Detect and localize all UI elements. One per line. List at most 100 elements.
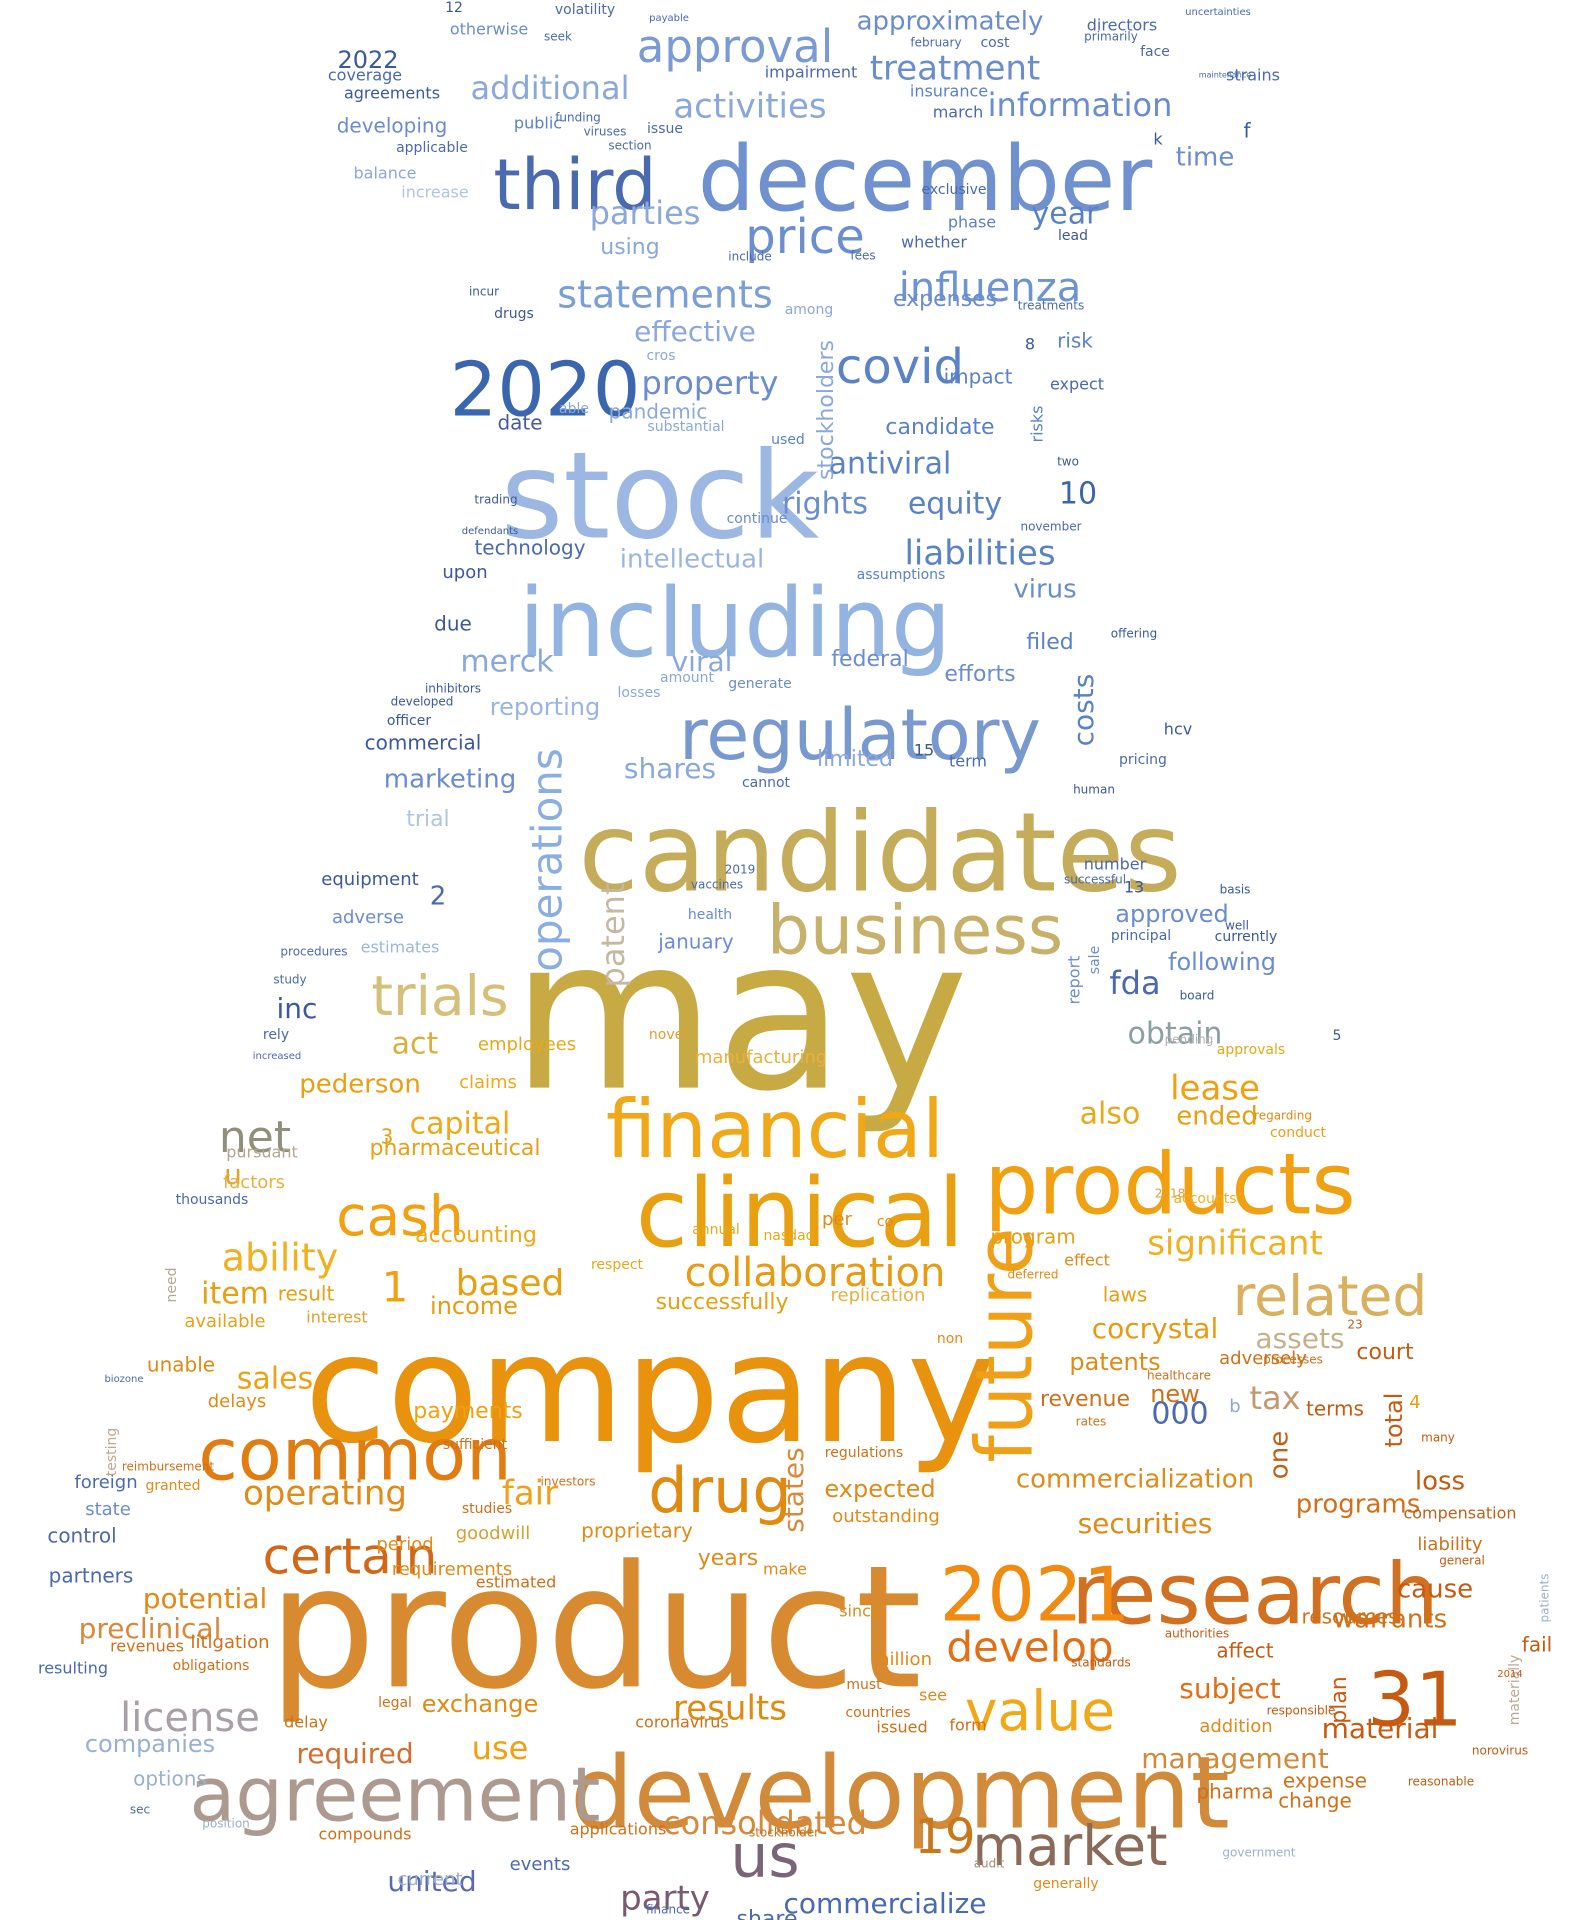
word-expenses: expenses <box>893 287 997 312</box>
word-additional: additional <box>471 69 630 107</box>
word-party: party <box>620 1879 710 1919</box>
word-responsible: responsible <box>1267 1704 1336 1718</box>
word-assets: assets <box>1255 1322 1344 1355</box>
word-net: net <box>219 1112 291 1163</box>
word-applicable: applicable <box>396 140 468 156</box>
word-2021: 2021 <box>940 1551 1131 1639</box>
word-offering: offering <box>1111 627 1157 641</box>
word-accounting: accounting <box>415 1223 537 1248</box>
word-granted: granted <box>145 1478 200 1494</box>
word-used: used <box>771 432 805 448</box>
word-share: share <box>737 1907 798 1920</box>
word-financial: financial <box>606 1083 944 1176</box>
word-stockholders: stockholders <box>814 340 839 480</box>
word-approved: approved <box>1115 900 1228 928</box>
word-one: one <box>1265 1431 1295 1479</box>
word-january: january <box>657 930 734 954</box>
word-study: study <box>273 973 306 987</box>
word-processes: processes <box>1263 1353 1323 1367</box>
word-audit: audit <box>974 1857 1005 1871</box>
word-unable: unable <box>147 1353 215 1377</box>
word-must: must <box>846 1677 882 1693</box>
word-board: board <box>1180 989 1215 1003</box>
word-federal: federal <box>831 647 908 672</box>
word-pederson: pederson <box>299 1070 421 1100</box>
word-10: 10 <box>1059 477 1097 512</box>
word-approximately: approximately <box>857 7 1044 37</box>
word-regulations: regulations <box>825 1445 903 1461</box>
word-collaboration: collaboration <box>685 1250 946 1296</box>
word-number: number <box>1084 855 1147 874</box>
word-us: us <box>730 1822 799 1892</box>
word-costs: costs <box>1067 674 1100 747</box>
word-pandemic: pandemic <box>609 400 708 424</box>
word-conduct: conduct <box>1270 1125 1327 1141</box>
word-pursuant: pursuant <box>226 1143 298 1162</box>
word-include: include <box>728 250 771 264</box>
word-due: due <box>434 612 472 636</box>
word-accounts: accounts <box>1173 1191 1236 1207</box>
word-virus: virus <box>1013 575 1076 605</box>
word-losses: losses <box>618 685 661 701</box>
word-13: 13 <box>1124 878 1144 897</box>
word-inhibitors: inhibitors <box>425 682 481 696</box>
word-united: united <box>387 1865 476 1898</box>
word-plan: plan <box>1327 1676 1352 1724</box>
word-shares: shares <box>624 752 716 785</box>
word-also: also <box>1080 1097 1141 1132</box>
word-hcv: hcv <box>1164 720 1192 739</box>
word-company: company <box>304 1303 995 1477</box>
word-15: 15 <box>914 741 934 760</box>
word-2018: 2018 <box>1155 1187 1186 1201</box>
word-seek: seek <box>544 30 572 44</box>
word-delay: delay <box>284 1713 328 1732</box>
word-material: material <box>1322 1712 1439 1745</box>
word-claims: claims <box>459 1072 517 1093</box>
word-influenza: influenza <box>899 265 1081 311</box>
word-legal: legal <box>378 1695 412 1711</box>
word-sec: sec <box>130 1803 150 1817</box>
word-biozone: biozone <box>104 1374 143 1385</box>
word-k: k <box>1153 130 1163 149</box>
word-revenues: revenues <box>110 1637 184 1656</box>
word-stockholder: stockholder <box>749 1826 819 1840</box>
word-million: million <box>872 1649 932 1670</box>
word-proprietary: proprietary <box>581 1519 693 1543</box>
word-products: products <box>984 1135 1355 1234</box>
word-increased: increased <box>253 1051 302 1062</box>
word-term: term <box>949 752 987 771</box>
word-cros: cros <box>646 348 675 364</box>
word-developed: developed <box>391 695 454 709</box>
word-risk: risk <box>1057 329 1093 353</box>
word-coverage: coverage <box>328 66 402 85</box>
word-required: required <box>296 1737 413 1770</box>
word-compensation: compensation <box>1403 1504 1516 1523</box>
word-effective: effective <box>634 315 756 348</box>
word-public: public <box>514 114 562 133</box>
word-reimbursement: reimbursement <box>122 1460 215 1474</box>
word-approval: approval <box>637 20 833 73</box>
word-warrants: warrants <box>1333 1605 1447 1635</box>
word-treatment: treatment <box>870 49 1041 89</box>
word-successful: successful <box>1064 873 1126 887</box>
word-successfully: successfully <box>656 1290 789 1315</box>
word-merck: merck <box>460 645 554 680</box>
word-uncertainties: uncertainties <box>1185 7 1251 18</box>
word-adverse: adverse <box>332 907 404 928</box>
word-effect: effect <box>1064 1251 1110 1270</box>
word-related: related <box>1233 1264 1428 1328</box>
word-position: position <box>202 1817 250 1831</box>
word-whether: whether <box>901 233 967 252</box>
word-generally: generally <box>1033 1876 1098 1892</box>
word-respect: respect <box>591 1257 644 1273</box>
word-fail: fail <box>1522 1633 1552 1657</box>
word-cash: cash <box>336 1184 463 1248</box>
word-continue: continue <box>727 511 788 527</box>
word-may: may <box>511 893 969 1138</box>
word-operating: operating <box>243 1474 407 1514</box>
word-revenue: revenue <box>1040 1387 1130 1412</box>
word-able: able <box>559 401 589 417</box>
word-programs: programs <box>1296 1490 1421 1520</box>
word-inc: inc <box>277 992 318 1025</box>
word-many: many <box>1421 1431 1455 1445</box>
